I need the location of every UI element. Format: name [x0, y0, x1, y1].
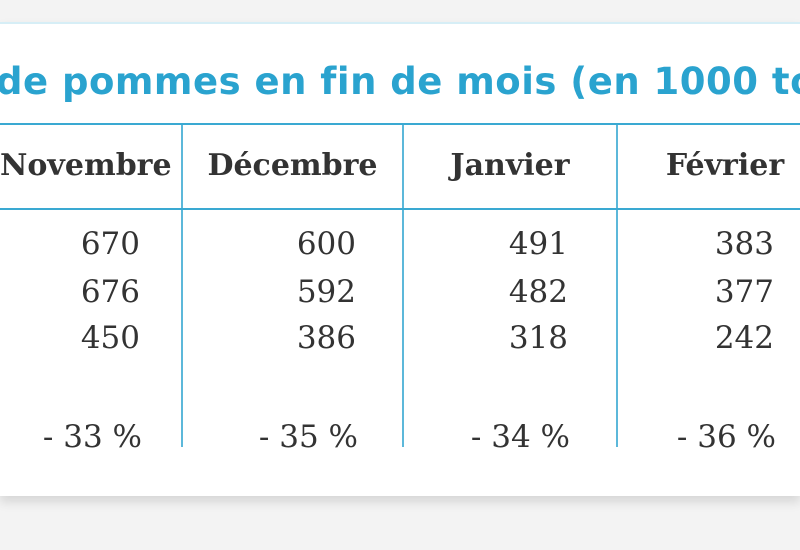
table-cell: 450 — [80, 320, 140, 356]
table-frame: de pommes en fin de mois (en 1000 to Nov… — [0, 22, 800, 496]
table-cell: 242 — [714, 320, 774, 356]
table-cell: 670 — [80, 226, 140, 262]
table-cell: 491 — [508, 226, 568, 262]
column-divider — [402, 125, 404, 447]
column-divider — [616, 125, 618, 447]
variation-cell: - 35 % — [258, 419, 358, 455]
header-divider — [0, 208, 800, 210]
variation-cell: - 33 % — [42, 419, 142, 455]
column-divider — [181, 125, 183, 447]
table-cell: 386 — [296, 320, 356, 356]
table-cell: 482 — [508, 274, 568, 310]
table-cell: 592 — [296, 274, 356, 310]
title-divider — [0, 123, 800, 125]
column-header-decembre: Décembre — [207, 148, 378, 183]
column-header-novembre: Novembre — [0, 148, 172, 183]
table-cell: 318 — [508, 320, 568, 356]
column-header-fevrier: Février — [665, 148, 785, 183]
table-title: de pommes en fin de mois (en 1000 to — [0, 60, 800, 103]
column-header-janvier: Janvier — [450, 148, 570, 183]
table-cell: 383 — [714, 226, 774, 262]
variation-cell: - 36 % — [676, 419, 776, 455]
table-cell: 676 — [80, 274, 140, 310]
table-cell: 600 — [296, 226, 356, 262]
variation-cell: - 34 % — [470, 419, 570, 455]
table-cell: 377 — [714, 274, 774, 310]
